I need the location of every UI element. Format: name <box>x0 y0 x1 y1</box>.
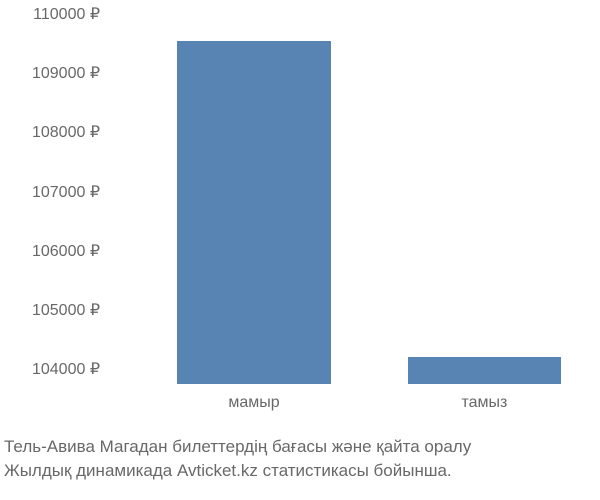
y-tick-label: 107000 ₽ <box>32 182 110 202</box>
y-tick-label: 105000 ₽ <box>32 300 110 320</box>
y-tick-label: 109000 ₽ <box>32 63 110 83</box>
x-tick-label: мамыр <box>228 384 279 412</box>
x-tick-label: тамыз <box>461 384 507 412</box>
bar <box>408 357 562 384</box>
plot-area: 104000 ₽ 105000 ₽ 106000 ₽ 107000 ₽ 1080… <box>110 14 590 384</box>
y-tick-label: 106000 ₽ <box>32 241 110 261</box>
caption-line: Жылдық динамикада Avticket.kz статистика… <box>4 459 600 483</box>
price-bar-chart: 104000 ₽ 105000 ₽ 106000 ₽ 107000 ₽ 1080… <box>0 0 600 500</box>
bar <box>177 41 331 384</box>
y-tick-label: 104000 ₽ <box>32 359 110 379</box>
y-tick-label: 110000 ₽ <box>33 4 110 24</box>
caption-line: Тель-Авива Магадан билеттердің бағасы жә… <box>4 435 600 459</box>
chart-caption: Тель-Авива Магадан билеттердің бағасы жә… <box>0 435 600 483</box>
y-tick-label: 108000 ₽ <box>32 122 110 142</box>
